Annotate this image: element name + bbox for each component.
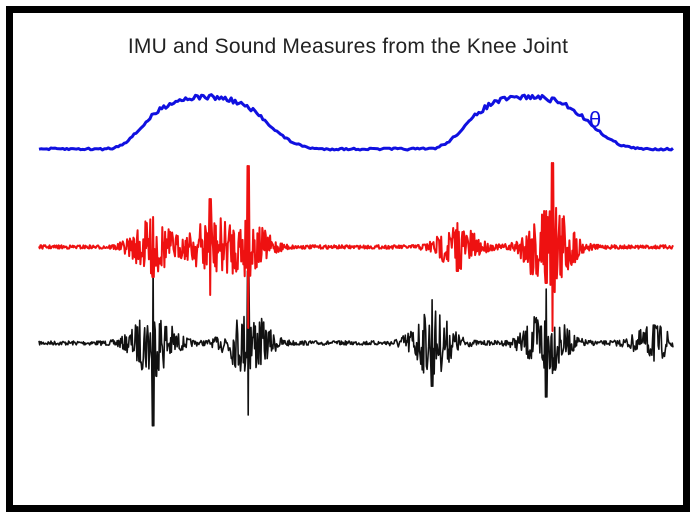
series-theta-line [38,93,674,152]
legend-theta: θ [589,107,601,132]
chart-title: IMU and Sound Measures from the Knee Joi… [127,35,569,58]
trace-group [38,93,674,427]
series-red-signal [38,162,674,332]
series-black-signal [38,259,674,427]
chart-frame: IMU and Sound Measures from the Knee Joi… [6,6,690,512]
chart-plot: θ [38,93,674,427]
